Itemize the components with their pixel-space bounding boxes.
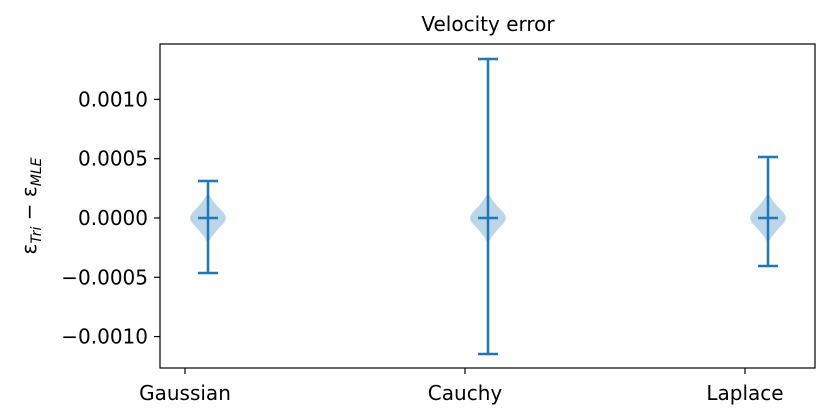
x-tick-label: Cauchy [428, 381, 503, 405]
ylabel-part: ε [17, 186, 41, 197]
ylabel-part: − [17, 197, 41, 226]
x-tick-label: Laplace [706, 381, 783, 405]
ylabel-part: ε [17, 244, 41, 255]
y-tick-label: −0.0010 [61, 325, 148, 349]
y-tick-label: 0.0010 [78, 87, 148, 111]
ylabel-sub: Tri [29, 226, 45, 243]
y-tick-label: 0.0000 [78, 206, 148, 230]
y-tick-label: 0.0005 [78, 147, 148, 171]
plot-frame [159, 43, 816, 369]
y-axis-label: εTri − εMLE [17, 157, 45, 254]
chart-title: Velocity error [421, 12, 555, 36]
ylabel-sub: MLE [29, 157, 45, 186]
x-tick-label: Gaussian [139, 381, 231, 405]
y-tick-label: −0.0005 [61, 265, 148, 289]
